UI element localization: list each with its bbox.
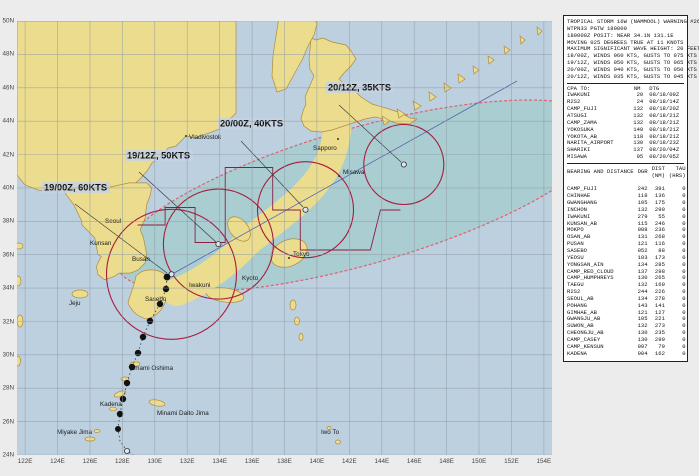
svg-text:Miyake Jima: Miyake Jima (57, 429, 92, 436)
svg-text:Kunsan: Kunsan (90, 240, 112, 247)
svg-text:Kyoto: Kyoto (242, 275, 259, 282)
svg-text:Iwo To: Iwo To (321, 429, 340, 436)
svg-text:19/00Z, 60KTS: 19/00Z, 60KTS (44, 183, 107, 193)
svg-text:19/12Z, 50KTS: 19/12Z, 50KTS (127, 151, 190, 161)
svg-text:Sasebo: Sasebo (145, 296, 167, 303)
svg-text:Minami Daito Jima: Minami Daito Jima (157, 410, 209, 417)
svg-text:Vladivostok: Vladivostok (189, 134, 222, 141)
svg-text:Misawa: Misawa (343, 169, 365, 176)
svg-text:Amami Oshima: Amami Oshima (130, 365, 174, 372)
svg-text:Busan: Busan (132, 256, 150, 263)
svg-text:20/00Z, 40KTS: 20/00Z, 40KTS (220, 119, 283, 129)
svg-text:Kadena: Kadena (100, 401, 122, 408)
svg-text:Jeju: Jeju (69, 300, 81, 307)
